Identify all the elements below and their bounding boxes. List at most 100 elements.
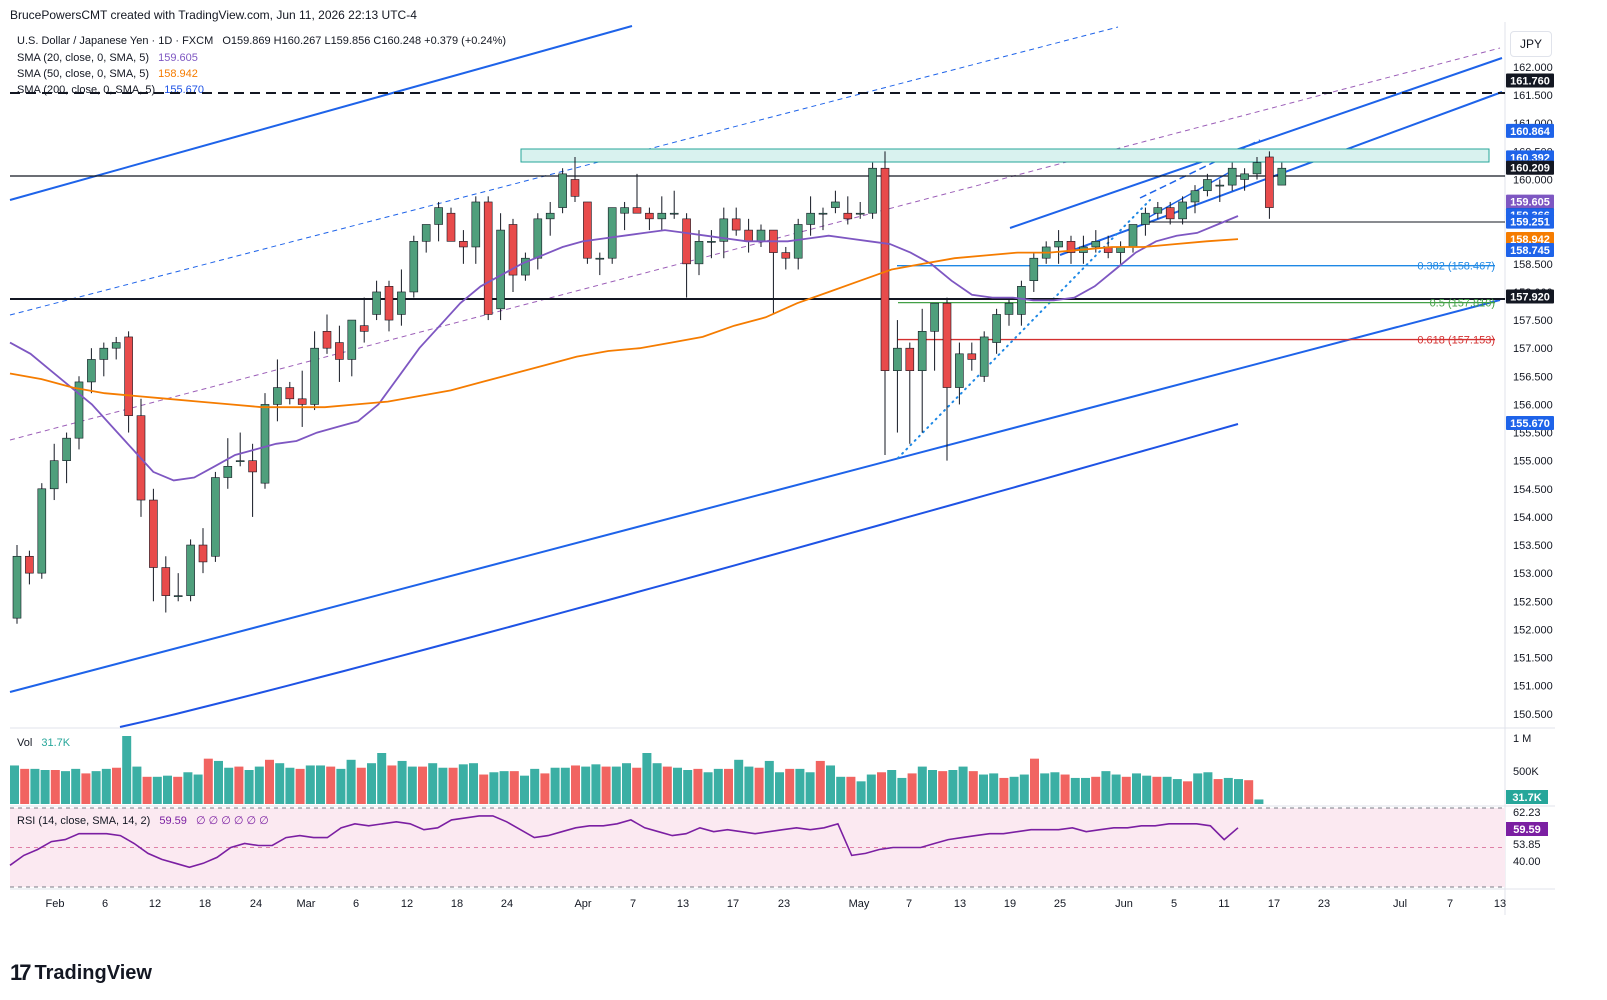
candle (731, 207, 741, 236)
legend-sma20[interactable]: SMA (20, close, 0, SMA, 5) 159.605 (17, 52, 198, 64)
legend-sma50[interactable]: SMA (50, close, 0, SMA, 5) 158.942 (17, 68, 198, 80)
candle-body (1066, 241, 1076, 253)
symbol-legend[interactable]: U.S. Dollar / Japanese Yen · 1D · FXCM O… (17, 35, 506, 47)
candle (744, 218, 753, 253)
x-tick-label: 17 (1268, 898, 1280, 910)
volume-bar (673, 767, 682, 804)
price-tag: 159.251 (1506, 214, 1554, 229)
volume-bar (254, 766, 264, 804)
currency-label[interactable]: JPY (1510, 31, 1552, 57)
rsi-pane: 62.23 59.59 53.85 40.00 (9, 807, 1548, 888)
candle-body (149, 499, 158, 568)
candle (111, 336, 121, 360)
candle (186, 539, 195, 602)
candle-body (322, 331, 332, 349)
volume-bar (744, 766, 754, 804)
candle-body (471, 201, 481, 248)
tradingview-logo[interactable]: 17 TradingView (10, 960, 152, 986)
chart-header: BrucePowersCMT created with TradingView.… (10, 8, 417, 22)
candle-body (979, 336, 989, 377)
volume-bar (979, 774, 988, 804)
candle (719, 207, 729, 259)
volume-value: 31.7K (41, 737, 71, 749)
price-tag-bg (1506, 123, 1554, 138)
candle (707, 230, 716, 259)
volume-bar (428, 763, 438, 804)
volume-bar (928, 770, 937, 804)
y-tick-label: 153.500 (1513, 540, 1553, 552)
volume-bar (683, 770, 693, 804)
candle (1240, 168, 1249, 191)
tradingview-logo-icon: 17 (10, 960, 32, 985)
volume-bar (968, 771, 978, 804)
volume-bar (183, 772, 193, 804)
volume-bar (1111, 774, 1121, 804)
candle (508, 218, 518, 292)
rsi-tick-label: 40.00 (1513, 856, 1541, 868)
volume-bar (826, 765, 835, 804)
candle (409, 235, 419, 298)
volume-bar (652, 763, 662, 804)
volume-bar (407, 766, 417, 804)
x-tick-label: 11 (1218, 898, 1229, 910)
candle (545, 201, 555, 236)
volume-bar (1121, 776, 1131, 804)
volume-bar (999, 777, 1009, 804)
price-tag: 160.209 (1506, 160, 1554, 175)
volume-bar (50, 770, 60, 804)
volume-bar (877, 772, 886, 804)
candle-body (62, 437, 71, 461)
candle-body (620, 207, 629, 214)
candle-body (669, 212, 679, 215)
candle-body (248, 460, 257, 473)
volume-bar (958, 766, 968, 804)
candle (1215, 179, 1225, 202)
rsi-legend[interactable]: RSI (14, close, SMA, 14, 2) 59.59 ∅ ∅ ∅ … (17, 814, 269, 827)
price-tag-bg (1506, 194, 1554, 209)
price-chart[interactable]: 0.382 (158.467) 0.5 (157.810) 0.618 (157.1… (0, 0, 1607, 950)
x-tick-label: 13 (1494, 898, 1506, 910)
volume-bar (469, 763, 478, 804)
y-tick-label: 150.500 (1513, 709, 1553, 721)
candle (533, 213, 543, 270)
candle (806, 196, 815, 236)
candle (831, 190, 840, 214)
candle-body (173, 595, 183, 597)
candle-body (409, 241, 419, 293)
candle-body (955, 353, 964, 388)
candle-body (12, 555, 22, 619)
volume-bar (112, 767, 121, 804)
volume-bar (795, 768, 805, 804)
candle (967, 342, 977, 371)
candle-body (570, 179, 580, 197)
candle-body (793, 224, 803, 259)
volume-bar (356, 767, 366, 804)
rising-channel-upper (1009, 57, 1503, 229)
candle (843, 196, 853, 225)
candle (161, 556, 171, 613)
volume-bar (1132, 773, 1141, 804)
volume-bar (724, 768, 733, 804)
volume-bar (448, 767, 458, 804)
price-tag-bg (1506, 415, 1554, 430)
candle-body (37, 488, 47, 574)
candle-body (1252, 162, 1262, 175)
candle-body (831, 201, 840, 208)
volume-bar (693, 768, 703, 804)
candle-body (744, 229, 753, 242)
candle (1265, 151, 1274, 219)
price-tag-label: 157.920 (1510, 291, 1550, 303)
candle (682, 213, 691, 298)
candle-body (893, 347, 902, 371)
candle (632, 173, 642, 214)
price-tag-label: 160.209 (1510, 163, 1550, 175)
y-tick-label: 155.000 (1513, 456, 1553, 468)
volume-bar (81, 773, 91, 804)
volume-legend[interactable]: Vol 31.7K (17, 737, 70, 749)
candle (1116, 241, 1125, 264)
candle-body (880, 167, 890, 371)
y-tick-label: 158.500 (1513, 259, 1553, 271)
candle (992, 308, 1001, 354)
candle (1178, 196, 1187, 225)
candle (496, 213, 505, 321)
